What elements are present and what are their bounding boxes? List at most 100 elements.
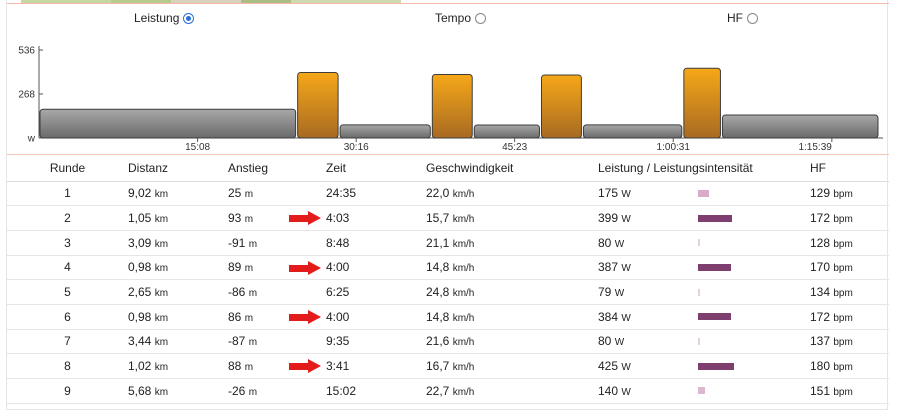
cell-intensity xyxy=(698,304,810,330)
header-runde[interactable]: Runde xyxy=(7,156,128,182)
leistung-unit: W xyxy=(621,362,631,374)
distanz-unit: km xyxy=(154,362,169,374)
anstieg-unit: m xyxy=(248,238,258,250)
chart-bar-round-3 xyxy=(339,124,431,139)
cell-distanz: 3,09 km xyxy=(128,230,228,256)
chart-bar-round-6 xyxy=(540,74,582,139)
map-strip-segment xyxy=(21,0,111,4)
cell-hf: 151 bpm xyxy=(810,378,889,404)
chart-bar-round-5 xyxy=(473,124,540,139)
header-zeit[interactable]: Zeit xyxy=(326,156,426,182)
distanz-value: 0,98 xyxy=(128,260,152,275)
radio-leistung[interactable]: Leistung xyxy=(134,11,195,25)
anstieg-value: 89 xyxy=(228,260,242,275)
geschw-unit: km/h xyxy=(452,337,475,349)
table-row[interactable]: 3 3,09 km -91 m 8:48 21,1 km/h 80 W 128 bpm xyxy=(7,230,889,256)
intensity-bar xyxy=(698,239,700,247)
radio-tempo[interactable]: Tempo xyxy=(435,11,487,25)
table-row[interactable]: 5 2,65 km -86 m 6:25 24,8 km/h 79 W 134 bpm xyxy=(7,279,889,305)
radio-hf-label: HF xyxy=(727,11,743,25)
cell-intensity xyxy=(698,181,810,207)
hf-unit: bpm xyxy=(833,189,853,201)
anstieg-value: -87 xyxy=(228,334,246,349)
leistung-value: 79 xyxy=(598,285,612,300)
table-row[interactable]: 2 1,05 km 93 m 4:03 15,7 km/h 399 W 172 bpm xyxy=(7,205,889,231)
anstieg-unit: m xyxy=(248,386,258,398)
geschw-unit: km/h xyxy=(452,288,475,300)
x-tick-label: 15:08 xyxy=(185,142,210,152)
cell-runde: 8 xyxy=(7,353,128,379)
anstieg-value: 93 xyxy=(228,211,242,226)
cell-anstieg: -86 m xyxy=(228,279,326,305)
radio-hf-button[interactable] xyxy=(747,12,758,24)
chart-x-ticks: 15:08 30:16 45:23 1:00:31 1:15:39 xyxy=(185,138,833,152)
leistung-value: 384 xyxy=(598,309,619,324)
intensity-bar xyxy=(698,288,700,296)
hf-unit: bpm xyxy=(833,263,853,275)
cell-zeit: 24:35 xyxy=(326,181,426,207)
cell-distanz: 1,05 km xyxy=(128,205,228,231)
header-leistung[interactable]: Leistung / Leistungsintensität xyxy=(598,156,810,182)
geschw-unit: km/h xyxy=(452,312,475,324)
cell-zeit: 9:35 xyxy=(326,329,426,355)
header-geschwindigkeit[interactable]: Geschwindigkeit xyxy=(426,156,598,182)
cell-anstieg: -26 m xyxy=(228,378,326,404)
cell-geschwindigkeit: 14,8 km/h xyxy=(426,304,598,330)
cell-hf: 134 bpm xyxy=(810,279,889,305)
cell-geschwindigkeit: 15,7 km/h xyxy=(426,205,598,231)
anstieg-value: 25 xyxy=(228,186,242,201)
runde-value: 2 xyxy=(64,211,71,226)
cell-leistung: 140 W xyxy=(598,378,698,404)
red-arrow-icon xyxy=(289,211,321,226)
leistung-unit: W xyxy=(621,189,631,201)
runde-value: 1 xyxy=(64,186,71,201)
radio-leistung-button[interactable] xyxy=(183,12,195,24)
map-strip xyxy=(7,0,889,4)
chart-bar-round-9 xyxy=(721,114,879,139)
header-anstieg[interactable]: Anstieg xyxy=(228,156,326,182)
radio-leistung-label: Leistung xyxy=(134,11,180,25)
table-row[interactable]: 1 9,02 km 25 m 24:35 22,0 km/h 175 W 129 bpm xyxy=(7,181,889,207)
red-arrow-icon xyxy=(289,309,321,324)
cell-hf: 137 bpm xyxy=(810,329,889,355)
hf-unit: bpm xyxy=(833,337,853,349)
header-hf[interactable]: HF xyxy=(810,156,889,182)
hf-value: 170 xyxy=(810,260,831,275)
cell-zeit: 6:25 xyxy=(326,279,426,305)
hf-value: 129 xyxy=(810,186,831,201)
radio-tempo-button[interactable] xyxy=(475,12,487,24)
anstieg-value: 86 xyxy=(228,309,242,324)
table-row[interactable]: 9 5,68 km -26 m 15:02 22,7 km/h 140 W 151 bpm xyxy=(7,378,889,404)
cell-runde: 7 xyxy=(7,329,128,355)
zeit-value: 4:00 xyxy=(326,260,350,275)
hf-unit: bpm xyxy=(833,312,853,324)
leistung-unit: W xyxy=(621,263,631,275)
cell-hf: 170 bpm xyxy=(810,255,889,281)
runde-value: 5 xyxy=(64,285,71,300)
table-header-row: Runde Distanz Anstieg Zeit Geschwindigke… xyxy=(7,156,889,182)
distanz-value: 2,65 xyxy=(128,285,152,300)
cell-runde: 5 xyxy=(7,279,128,305)
leistung-value: 80 xyxy=(598,235,612,250)
table-row[interactable]: 7 3,44 km -87 m 9:35 21,6 km/h 80 W 137 bpm xyxy=(7,329,889,355)
leistung-value: 175 xyxy=(598,186,619,201)
distanz-value: 9,02 xyxy=(128,186,152,201)
x-tick-label: 30:16 xyxy=(344,142,369,152)
table-row[interactable]: 8 1,02 km 88 m 3:41 16,7 km/h 425 W 180 bpm xyxy=(7,353,889,379)
runde-value: 4 xyxy=(64,260,71,275)
zeit-value: 4:03 xyxy=(326,211,350,226)
table-row[interactable]: 6 0,98 km 86 m 4:00 14,8 km/h 384 W 172 bpm xyxy=(7,304,889,330)
leistung-value: 425 xyxy=(598,359,619,374)
table-row[interactable]: 4 0,98 km 89 m 4:00 14,8 km/h 387 W 170 bpm xyxy=(7,255,889,281)
runde-value: 6 xyxy=(64,309,71,324)
hf-value: 128 xyxy=(810,235,831,250)
zeit-value: 3:41 xyxy=(326,359,350,374)
header-distanz[interactable]: Distanz xyxy=(128,156,228,182)
radio-hf[interactable]: HF xyxy=(727,11,758,25)
hf-value: 172 xyxy=(810,309,831,324)
leistung-value: 387 xyxy=(598,260,619,275)
anstieg-unit: m xyxy=(248,288,258,300)
top-divider xyxy=(7,3,889,4)
cell-leistung: 387 W xyxy=(598,255,698,281)
chart-bar-round-2 xyxy=(297,71,339,139)
